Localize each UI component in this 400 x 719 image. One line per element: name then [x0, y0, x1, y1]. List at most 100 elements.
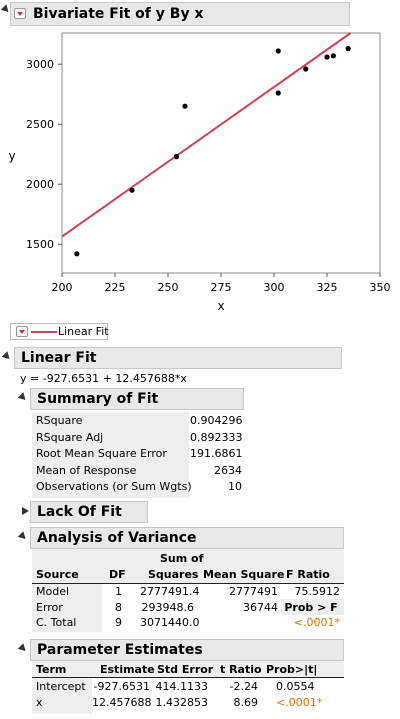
- anova-header-panel: [32, 549, 344, 584]
- lack-of-fit-title: Lack Of Fit: [37, 504, 122, 520]
- params-cell-term: Intercept: [36, 680, 86, 693]
- data-point: [173, 154, 180, 160]
- anova-cell-ms: 2777491: [229, 585, 278, 598]
- collapse-anova-icon[interactable]: [17, 531, 29, 542]
- legend-label: Linear Fit: [58, 325, 109, 338]
- linear-fit-header: Linear Fit: [14, 347, 342, 369]
- data-point: [275, 48, 281, 54]
- params-header-panel: [32, 661, 344, 678]
- anova-col-f: F Ratio: [286, 568, 330, 581]
- x-axis-label: x: [217, 299, 224, 313]
- anova-cell-f: <.0001*: [293, 616, 340, 629]
- params-col-estimate: Estimate: [100, 663, 155, 676]
- summary-value: 0.892333: [190, 430, 243, 444]
- x-axis-ticks: 200 225 250 275 300 325 350: [52, 273, 391, 294]
- data-point: [275, 90, 281, 96]
- anova-header: Analysis of Variance: [30, 527, 344, 549]
- summary-label: RSquare: [36, 414, 83, 427]
- anova-source-panel: [32, 584, 102, 632]
- anova-col-df: DF: [109, 568, 126, 581]
- y-tick-label: 2000: [26, 178, 54, 191]
- linear-fit-menu-button[interactable]: [16, 326, 28, 337]
- linear-fit-title: Linear Fit: [21, 350, 97, 366]
- report-title: Bivariate Fit of y By x: [33, 6, 204, 22]
- anova-title: Analysis of Variance: [37, 530, 197, 546]
- summary-value: 191.6861: [190, 447, 243, 460]
- params-cell-std_error: 414.1133: [155, 680, 209, 693]
- linear-fit-legend: [10, 323, 108, 340]
- data-point: [330, 53, 336, 59]
- x-tick-label: 275: [211, 281, 232, 294]
- params-col-stderr: Std Error: [157, 663, 214, 676]
- fit-equation: y = -927.6531 + 12.457688*x: [20, 372, 187, 385]
- y-tick-label: 1500: [26, 238, 54, 251]
- x-tick-label: 300: [264, 281, 285, 294]
- params-term-panel: [32, 678, 92, 714]
- y-tick-label: 3000: [26, 58, 54, 71]
- summary-label: Observations (or Sum Wgts): [36, 480, 192, 493]
- data-point: [345, 46, 351, 52]
- x-tick-label: 250: [158, 281, 179, 294]
- summary-labels-panel: [32, 412, 189, 498]
- y-axis-ticks: 1500 2000 2500 3000: [26, 58, 62, 251]
- anova-cell-df: 9: [115, 616, 122, 629]
- collapse-linear-fit-icon[interactable]: [1, 351, 13, 362]
- data-points: [74, 46, 351, 257]
- x-tick-label: 225: [105, 281, 126, 294]
- params-cell-std_error: 1.432853: [155, 696, 209, 709]
- y-tick-label: 2500: [26, 118, 54, 131]
- summary-label: RSquare Adj: [36, 430, 104, 444]
- expand-lack-of-fit-icon[interactable]: [22, 507, 29, 515]
- params-cell-estimate: 12.457688: [92, 696, 152, 709]
- params-cell-t_ratio: 8.69: [233, 696, 259, 709]
- summary-of-fit-title: Summary of Fit: [37, 391, 159, 407]
- data-point: [129, 187, 135, 193]
- summary-value: 2634: [214, 463, 242, 477]
- summary-value: 0.904296: [190, 414, 243, 427]
- anova-cell-ss: 2777491.4: [140, 585, 200, 598]
- summary-of-fit-header: Summary of Fit: [30, 388, 244, 410]
- params-cell-t_ratio: -2.24: [229, 680, 258, 693]
- params-header-rule: [32, 677, 344, 678]
- data-point: [324, 54, 330, 60]
- anova-header-rule: [32, 583, 344, 584]
- params-cell-estimate: -927.6531: [93, 680, 150, 693]
- report-header: Bivariate Fit of y By x: [10, 2, 350, 26]
- anova-col-ms: Mean Square: [203, 568, 285, 581]
- params-cell-prob: 0.0554: [276, 680, 315, 693]
- legend-line: [31, 331, 57, 333]
- data-point: [182, 103, 188, 109]
- anova-cell-ss: 293948.6: [141, 600, 195, 614]
- collapse-summary-icon[interactable]: [17, 392, 29, 403]
- params-col-tratio: t Ratio: [220, 663, 262, 676]
- anova-col-ss-top: Sum of: [160, 552, 204, 565]
- params-col-prob: Prob>|t|: [266, 663, 318, 676]
- fit-line: [61, 32, 352, 238]
- summary-label: Root Mean Square Error: [36, 447, 167, 460]
- anova-cell-df: 1: [115, 585, 122, 598]
- anova-cell-f: Prob > F: [284, 600, 338, 614]
- bivariate-scatter-plot: 200 225 250 275 300 325 350 1500 2000 2500 3000 x…: [8, 32, 391, 313]
- data-point: [303, 66, 309, 72]
- anova-cell-ms: 36744: [243, 600, 278, 614]
- summary-label: Mean of Response: [36, 463, 137, 477]
- anova-col-source: Source: [36, 568, 79, 581]
- anova-cell-f: 75.5912: [294, 585, 341, 598]
- x-tick-label: 325: [317, 281, 338, 294]
- params-header: Parameter Estimates: [30, 639, 344, 661]
- x-tick-label: 200: [52, 281, 73, 294]
- x-tick-label: 350: [370, 281, 391, 294]
- anova-cell-source: Model: [36, 585, 70, 598]
- anova-cell-ss: 3071440.0: [140, 616, 200, 629]
- params-cell-prob: <.0001*: [276, 696, 323, 709]
- plot-frame: [61, 32, 381, 274]
- anova-col-ss-bottom: Squares: [148, 568, 199, 581]
- anova-cell-source: Error: [36, 600, 63, 614]
- anova-cell-df: 8: [115, 600, 122, 614]
- collapse-params-icon[interactable]: [17, 643, 29, 654]
- lack-of-fit-header: Lack Of Fit: [30, 501, 148, 523]
- report-menu-button[interactable]: [14, 8, 26, 19]
- prob-f-cell: [281, 599, 344, 615]
- data-point: [74, 251, 80, 257]
- params-col-term: Term: [36, 663, 67, 676]
